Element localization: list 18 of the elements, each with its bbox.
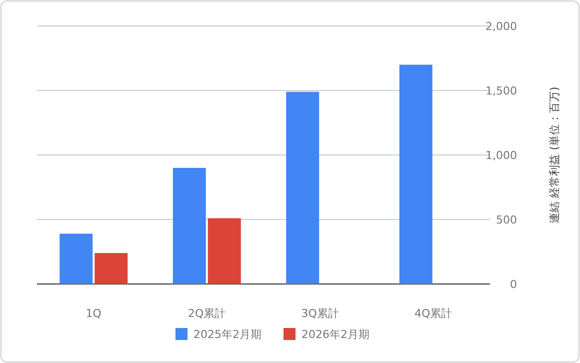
legend-label: 2026年2月期 [302, 328, 370, 341]
y-axis-title: 連結 経常利益 (単位：百万) [548, 86, 561, 224]
bar [172, 168, 206, 284]
bar [94, 253, 128, 284]
bar [60, 234, 93, 284]
x-tick-label: 3Q累計 [301, 307, 339, 320]
legend-label: 2025年2月期 [194, 328, 262, 341]
y-tick-label: 2,000 [486, 20, 517, 33]
y-tick-label: 1,500 [486, 84, 517, 98]
x-tick-label: 4Q累計 [414, 307, 452, 320]
y-tick-label: 500 [496, 214, 517, 226]
bar [286, 92, 320, 284]
y-tick-label: 1,000 [486, 149, 517, 162]
x-tick-label: 2Q累計 [188, 307, 226, 320]
bar [399, 64, 432, 284]
x-tick-label: 1Q [86, 307, 102, 320]
bar [208, 218, 241, 284]
y-tick-label: 0 [510, 278, 517, 291]
